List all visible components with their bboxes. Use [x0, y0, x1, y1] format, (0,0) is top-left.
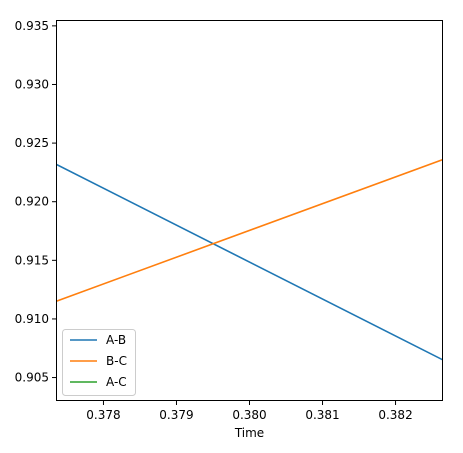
legend-label-b-c: B-C [106, 354, 127, 368]
x-tick-label: 0.382 [378, 408, 412, 422]
series-line-a-b [56, 163, 443, 361]
x-tick-label: 0.379 [159, 408, 193, 422]
y-tick-label: 0.925 [15, 136, 49, 150]
y-tick-label: 0.920 [15, 195, 49, 209]
x-tick-label: 0.381 [305, 408, 339, 422]
x-axis: 0.378 0.379 0.380 0.381 0.382 [86, 401, 413, 422]
plot-frame [56, 20, 443, 401]
x-tick-label: 0.380 [232, 408, 266, 422]
legend-box [62, 329, 136, 396]
series-line-b-c [56, 158, 443, 303]
legend-label-a-b: A-B [106, 333, 126, 347]
y-tick-label: 0.905 [15, 371, 49, 385]
plot-lines [56, 158, 443, 361]
legend: A-B B-C A-C [62, 329, 136, 396]
y-tick-label: 0.910 [15, 312, 49, 326]
x-tick-label: 0.378 [86, 408, 120, 422]
y-tick-label: 0.935 [15, 19, 49, 33]
y-tick-label: 0.930 [15, 77, 49, 91]
legend-label-a-c: A-C [106, 375, 127, 389]
y-axis: 0.905 0.910 0.915 0.920 0.925 0.930 0.935 [15, 19, 56, 385]
x-axis-label: Time [234, 426, 264, 440]
y-tick-label: 0.915 [15, 253, 49, 267]
